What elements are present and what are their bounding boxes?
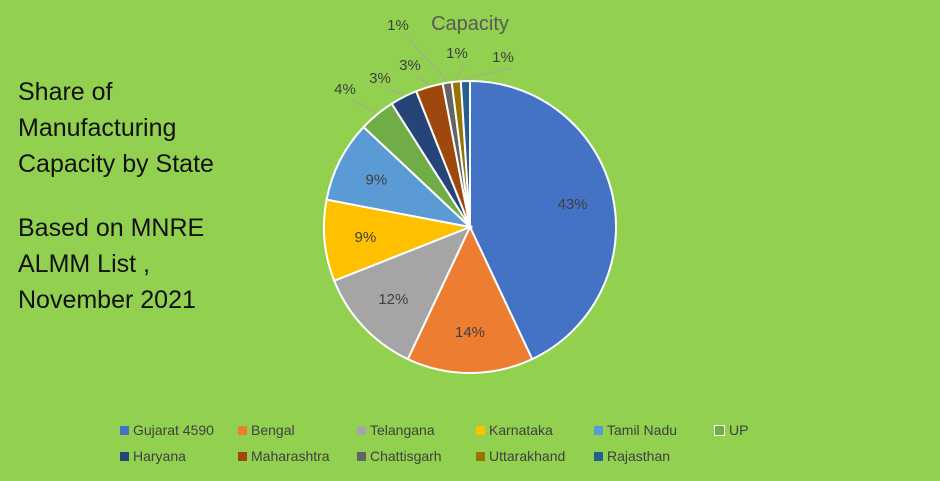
legend-swatch xyxy=(238,451,247,461)
data-label-karnataka: 9% xyxy=(355,229,377,246)
legend-label: Chattisgarh xyxy=(370,448,442,464)
legend-swatch xyxy=(476,451,485,461)
legend-label: Gujarat 4590 xyxy=(133,422,214,438)
legend-swatch xyxy=(120,451,129,461)
legend-item-up: UP xyxy=(714,422,748,438)
legend-label: UP xyxy=(729,422,749,438)
legend-item-haryana: Haryana xyxy=(120,448,186,464)
note-line-2: Manufacturing xyxy=(18,114,177,142)
side-note: Share of Manufacturing Capacity by State… xyxy=(18,74,318,318)
data-label-tamil-nadu: 9% xyxy=(365,171,387,188)
data-label-rajasthan: 1% xyxy=(492,49,514,66)
legend-swatch xyxy=(714,424,725,436)
pie-slice-rajasthan xyxy=(459,79,471,228)
chart-title: Capacity xyxy=(431,13,509,35)
legend-swatch xyxy=(357,425,366,435)
note-line-3: Capacity by State xyxy=(18,150,214,178)
pie-slice-gujarat-4590 xyxy=(469,79,617,361)
legend-item-karnataka: Karnataka xyxy=(476,422,553,438)
legend-swatch xyxy=(120,425,129,435)
legend-swatch xyxy=(594,425,603,435)
pie-slice-tamil-nadu xyxy=(325,125,474,229)
legend-label: Tamil Nadu xyxy=(607,422,678,438)
pie-slice-karnataka xyxy=(323,198,474,283)
legend-label: Bengal xyxy=(251,422,295,438)
pie-slice-bengal xyxy=(406,224,534,374)
legend-label: Uttarakhand xyxy=(489,448,566,464)
leader-line-haryana xyxy=(387,88,404,96)
data-label-gujarat-4590: 43% xyxy=(558,196,588,213)
data-label-chattisgarh: 1% xyxy=(387,17,409,34)
data-label-haryana: 3% xyxy=(369,70,391,87)
pie-slice-telangana xyxy=(332,225,472,361)
leader-line-maharashtra xyxy=(417,75,430,86)
legend-swatch xyxy=(476,425,485,435)
note-line-6: November 2021 xyxy=(18,286,196,314)
legend-label: Telangana xyxy=(370,422,435,438)
data-label-bengal: 14% xyxy=(455,324,485,341)
legend-item-rajasthan: Rajasthan xyxy=(594,448,670,464)
leader-line-chattisgarh xyxy=(405,35,448,82)
data-label-maharashtra: 3% xyxy=(399,57,421,74)
legend-label: Haryana xyxy=(133,448,186,464)
legend-item-maharashtra: Maharashtra xyxy=(238,448,330,464)
legend-item-bengal: Bengal xyxy=(238,422,295,438)
legend-label: Karnataka xyxy=(489,422,553,438)
leader-line-rajasthan xyxy=(465,67,512,80)
legend-swatch xyxy=(238,425,247,435)
data-label-up: 4% xyxy=(334,81,356,98)
legend-item-gujarat-4590: Gujarat 4590 xyxy=(120,422,214,438)
note-line-1: Share of xyxy=(18,78,113,106)
legend-label: Maharashtra xyxy=(251,448,330,464)
legend-label: Rajasthan xyxy=(607,448,671,464)
legend-item-chattisgarh: Chattisgarh xyxy=(357,448,442,464)
data-label-uttarakhand: 1% xyxy=(446,45,468,62)
legend-item-uttarakhand: Uttarakhand xyxy=(476,448,565,464)
legend-swatch xyxy=(594,451,603,461)
legend-item-telangana: Telangana xyxy=(357,422,435,438)
leader-line-up xyxy=(352,99,376,114)
note-line-5: ALMM List , xyxy=(18,250,150,278)
data-label-telangana: 12% xyxy=(378,291,408,308)
leader-line-uttarakhand xyxy=(455,63,466,80)
note-line-4: Based on MNRE xyxy=(18,214,205,242)
legend-swatch xyxy=(357,451,366,461)
legend-item-tamil-nadu: Tamil Nadu xyxy=(594,422,677,438)
